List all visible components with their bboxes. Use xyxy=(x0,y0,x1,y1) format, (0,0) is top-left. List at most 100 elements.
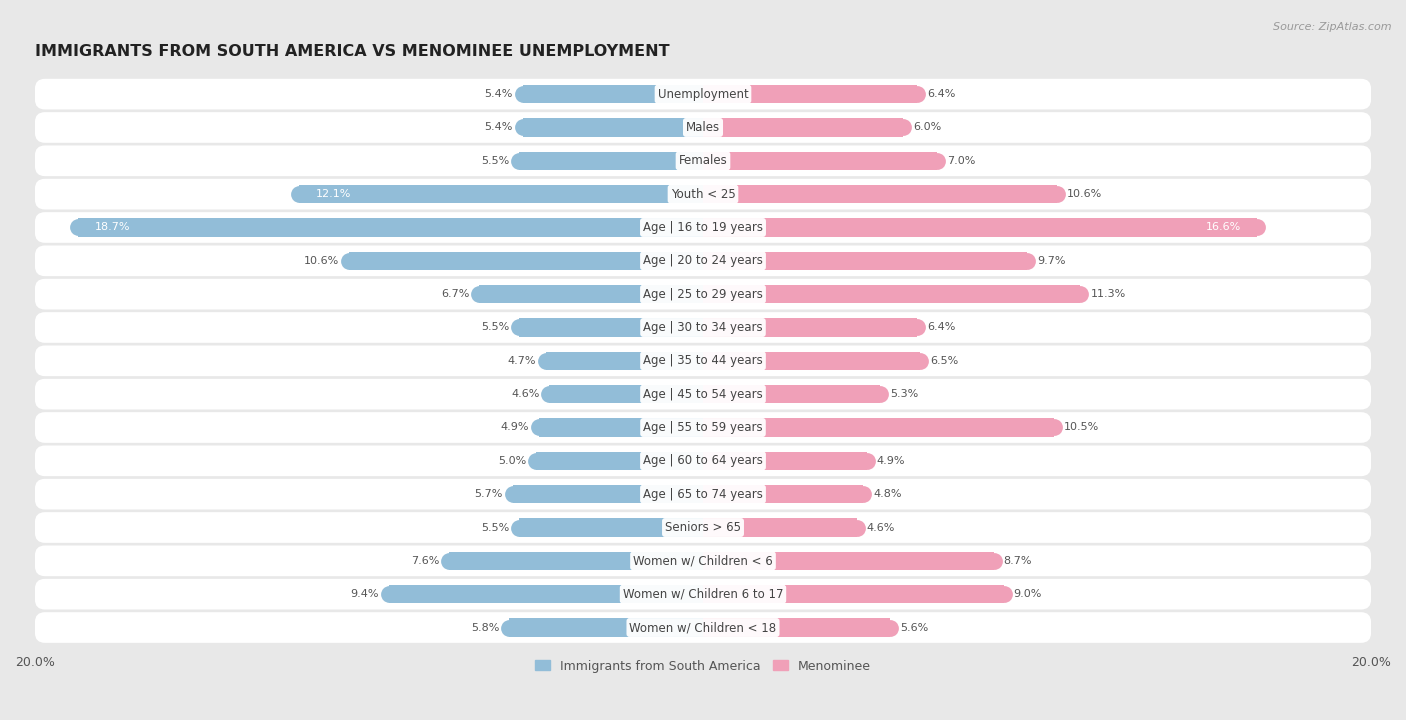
Text: Males: Males xyxy=(686,121,720,134)
Text: Women w/ Children < 18: Women w/ Children < 18 xyxy=(630,621,776,634)
Text: Age | 35 to 44 years: Age | 35 to 44 years xyxy=(643,354,763,367)
Text: 12.1%: 12.1% xyxy=(315,189,352,199)
Text: Women w/ Children < 6: Women w/ Children < 6 xyxy=(633,554,773,567)
Text: Age | 45 to 54 years: Age | 45 to 54 years xyxy=(643,387,763,400)
Text: 4.9%: 4.9% xyxy=(877,456,905,466)
Bar xyxy=(550,385,703,403)
Bar xyxy=(703,85,917,103)
Bar xyxy=(703,585,1004,603)
Text: 5.5%: 5.5% xyxy=(481,523,509,533)
FancyBboxPatch shape xyxy=(35,312,1371,343)
Text: 7.6%: 7.6% xyxy=(411,556,439,566)
Bar xyxy=(389,585,703,603)
Text: 6.4%: 6.4% xyxy=(927,323,955,333)
Text: 4.6%: 4.6% xyxy=(510,390,540,399)
Text: 18.7%: 18.7% xyxy=(96,222,131,233)
Bar xyxy=(703,118,904,137)
FancyBboxPatch shape xyxy=(35,479,1371,510)
Bar xyxy=(703,185,1057,203)
Text: Age | 25 to 29 years: Age | 25 to 29 years xyxy=(643,288,763,301)
Text: 5.4%: 5.4% xyxy=(484,89,513,99)
Bar xyxy=(299,185,703,203)
Text: 5.4%: 5.4% xyxy=(484,122,513,132)
FancyBboxPatch shape xyxy=(35,579,1371,610)
Bar xyxy=(703,285,1080,303)
FancyBboxPatch shape xyxy=(35,446,1371,476)
Bar xyxy=(703,218,1257,237)
Text: 10.6%: 10.6% xyxy=(1067,189,1102,199)
Text: 5.5%: 5.5% xyxy=(481,323,509,333)
Text: 4.8%: 4.8% xyxy=(873,489,901,499)
Text: 5.0%: 5.0% xyxy=(498,456,526,466)
FancyBboxPatch shape xyxy=(35,112,1371,143)
Text: 5.5%: 5.5% xyxy=(481,156,509,166)
Bar xyxy=(703,385,880,403)
Text: Unemployment: Unemployment xyxy=(658,88,748,101)
Bar xyxy=(509,618,703,636)
Text: 6.7%: 6.7% xyxy=(441,289,470,299)
Text: 11.3%: 11.3% xyxy=(1091,289,1126,299)
Bar xyxy=(703,618,890,636)
Bar xyxy=(703,485,863,503)
Text: Seniors > 65: Seniors > 65 xyxy=(665,521,741,534)
FancyBboxPatch shape xyxy=(35,179,1371,210)
FancyBboxPatch shape xyxy=(35,412,1371,443)
Text: 5.3%: 5.3% xyxy=(890,390,918,399)
Text: 5.7%: 5.7% xyxy=(474,489,502,499)
FancyBboxPatch shape xyxy=(35,78,1371,109)
Text: 9.0%: 9.0% xyxy=(1014,589,1042,599)
Bar xyxy=(703,252,1026,270)
Bar xyxy=(703,152,936,170)
Text: Age | 65 to 74 years: Age | 65 to 74 years xyxy=(643,487,763,500)
Bar xyxy=(703,318,917,337)
Text: 4.7%: 4.7% xyxy=(508,356,536,366)
FancyBboxPatch shape xyxy=(35,546,1371,576)
Bar xyxy=(523,118,703,137)
Text: Age | 20 to 24 years: Age | 20 to 24 years xyxy=(643,254,763,267)
Bar xyxy=(479,285,703,303)
Text: Age | 60 to 64 years: Age | 60 to 64 years xyxy=(643,454,763,467)
Text: Source: ZipAtlas.com: Source: ZipAtlas.com xyxy=(1274,22,1392,32)
Text: 6.5%: 6.5% xyxy=(931,356,959,366)
Text: Youth < 25: Youth < 25 xyxy=(671,188,735,201)
Bar xyxy=(703,518,856,536)
Bar xyxy=(449,552,703,570)
Text: Women w/ Children 6 to 17: Women w/ Children 6 to 17 xyxy=(623,588,783,600)
Bar xyxy=(546,351,703,370)
FancyBboxPatch shape xyxy=(35,346,1371,376)
Text: 10.5%: 10.5% xyxy=(1064,423,1099,433)
Bar xyxy=(79,218,703,237)
Text: 6.0%: 6.0% xyxy=(914,122,942,132)
FancyBboxPatch shape xyxy=(35,246,1371,276)
Bar xyxy=(519,152,703,170)
Text: 8.7%: 8.7% xyxy=(1004,556,1032,566)
FancyBboxPatch shape xyxy=(35,145,1371,176)
Bar xyxy=(703,451,866,470)
FancyBboxPatch shape xyxy=(35,379,1371,410)
Text: 6.4%: 6.4% xyxy=(927,89,955,99)
Text: 9.4%: 9.4% xyxy=(350,589,380,599)
Text: 4.6%: 4.6% xyxy=(866,523,896,533)
Text: 7.0%: 7.0% xyxy=(946,156,976,166)
Text: 9.7%: 9.7% xyxy=(1038,256,1066,266)
Text: Females: Females xyxy=(679,154,727,167)
Text: IMMIGRANTS FROM SOUTH AMERICA VS MENOMINEE UNEMPLOYMENT: IMMIGRANTS FROM SOUTH AMERICA VS MENOMIN… xyxy=(35,44,669,59)
Bar xyxy=(703,418,1053,436)
Bar xyxy=(519,318,703,337)
FancyBboxPatch shape xyxy=(35,612,1371,643)
Text: Age | 55 to 59 years: Age | 55 to 59 years xyxy=(643,421,763,434)
Bar xyxy=(519,518,703,536)
FancyBboxPatch shape xyxy=(35,512,1371,543)
FancyBboxPatch shape xyxy=(35,279,1371,310)
Bar xyxy=(703,552,994,570)
Text: 4.9%: 4.9% xyxy=(501,423,529,433)
Bar xyxy=(513,485,703,503)
Legend: Immigrants from South America, Menominee: Immigrants from South America, Menominee xyxy=(530,654,876,678)
Bar xyxy=(349,252,703,270)
Text: 5.6%: 5.6% xyxy=(900,623,928,632)
Text: 16.6%: 16.6% xyxy=(1205,222,1240,233)
Bar xyxy=(523,85,703,103)
Text: Age | 16 to 19 years: Age | 16 to 19 years xyxy=(643,221,763,234)
FancyBboxPatch shape xyxy=(35,212,1371,243)
Text: Age | 30 to 34 years: Age | 30 to 34 years xyxy=(643,321,763,334)
